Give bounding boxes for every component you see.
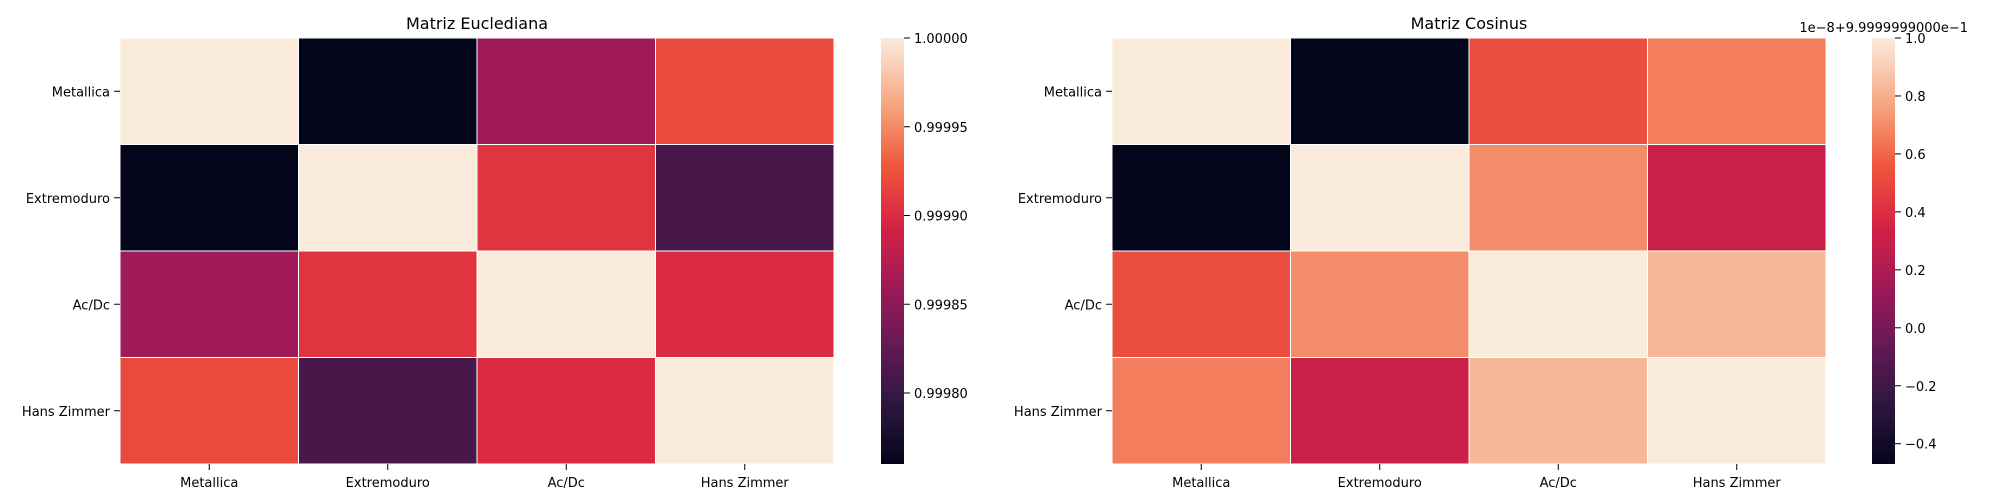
heatmap-cell xyxy=(1290,357,1470,465)
heatmap-cell xyxy=(476,37,656,145)
heatmap-cell xyxy=(1290,144,1470,252)
heatmap-cell xyxy=(655,144,835,252)
colorbar-tick-label: 1.0 xyxy=(1905,32,1926,47)
heatmap-cell xyxy=(1468,357,1648,465)
colorbar-tick-label: 0.2 xyxy=(1905,264,1926,279)
y-tick-label: Hans Zimmer xyxy=(22,405,111,420)
heatmap-cell xyxy=(119,37,299,145)
x-tick-label: Ac/Dc xyxy=(1540,476,1577,491)
chart-title: Matriz Euclediana xyxy=(406,14,548,33)
heatmap-cell xyxy=(298,144,478,252)
heatmap-cell xyxy=(1111,250,1291,358)
heatmap-cell xyxy=(1468,250,1648,358)
colorbar-offset-label: 1e−8+9.9999999000e−1 xyxy=(1799,21,1968,36)
x-tick-label: Metallica xyxy=(180,476,238,491)
heatmap-cell xyxy=(476,250,656,358)
x-tick-label: Extremoduro xyxy=(346,476,430,491)
heatmap-cell xyxy=(1647,37,1827,145)
colorbar-tick-label: −0.4 xyxy=(1905,438,1937,453)
heatmap-cell xyxy=(298,250,478,358)
heatmap-cell xyxy=(1290,37,1470,145)
heatmap-cell xyxy=(298,357,478,465)
y-tick-label: Extremoduro xyxy=(26,192,110,207)
heatmap-cell xyxy=(1111,357,1291,465)
y-tick-label: Ac/Dc xyxy=(1065,298,1102,313)
colorbar-tick-label: 0.4 xyxy=(1905,206,1926,221)
colorbar-tick-label: 0.6 xyxy=(1905,148,1926,163)
heatmap-cell xyxy=(476,144,656,252)
heatmap-cell xyxy=(476,357,656,465)
y-tick-label: Metallica xyxy=(52,85,110,100)
heatmap-cell xyxy=(1111,37,1291,145)
heatmap-cell xyxy=(1647,250,1827,358)
heatmap-cell xyxy=(1647,144,1827,252)
x-tick-label: Hans Zimmer xyxy=(701,476,790,491)
colorbar-tick-label: 0.99995 xyxy=(914,121,968,136)
heatmap-cell xyxy=(1111,144,1291,252)
x-tick-label: Metallica xyxy=(1172,476,1230,491)
colorbar-tick-label: 0.0 xyxy=(1905,322,1926,337)
heatmap-panel: Matriz Cosinus Metallica Extremoduro Ac/Dc H… xyxy=(1014,14,1968,491)
heatmap-cell xyxy=(655,357,835,465)
y-tick-label: Ac/Dc xyxy=(73,298,110,313)
chart-title: Matriz Cosinus xyxy=(1411,14,1528,33)
colorbar-tick-label: 1.00000 xyxy=(914,32,968,47)
heatmap-cell xyxy=(119,250,299,358)
x-tick-label: Extremoduro xyxy=(1338,476,1422,491)
y-tick-label: Hans Zimmer xyxy=(1014,405,1103,420)
heatmap-cell xyxy=(1647,357,1827,465)
heatmap-cell xyxy=(655,37,835,145)
colorbar xyxy=(881,38,904,464)
colorbar-tick-label: 0.99985 xyxy=(914,298,968,313)
heatmap-cell xyxy=(1468,37,1648,145)
heatmap-cell xyxy=(655,250,835,358)
colorbar-tick-label: −0.2 xyxy=(1905,380,1937,395)
x-tick-label: Hans Zimmer xyxy=(1693,476,1782,491)
y-tick-label: Metallica xyxy=(1044,85,1102,100)
y-tick-label: Extremoduro xyxy=(1018,192,1102,207)
heatmap-cell xyxy=(1290,250,1470,358)
heatmap-cell xyxy=(119,357,299,465)
heatmap-cell xyxy=(298,37,478,145)
heatmap-cell xyxy=(119,144,299,252)
colorbar xyxy=(1872,38,1895,464)
heatmap-cell xyxy=(1468,144,1648,252)
x-tick-label: Ac/Dc xyxy=(548,476,585,491)
colorbar-tick-label: 0.8 xyxy=(1905,90,1926,105)
colorbar-tick-label: 0.99990 xyxy=(914,210,968,225)
colorbar-tick-label: 0.99980 xyxy=(914,387,968,402)
heatmap-panel: Matriz Euclediana Metallica Extremoduro Ac/… xyxy=(22,14,968,491)
